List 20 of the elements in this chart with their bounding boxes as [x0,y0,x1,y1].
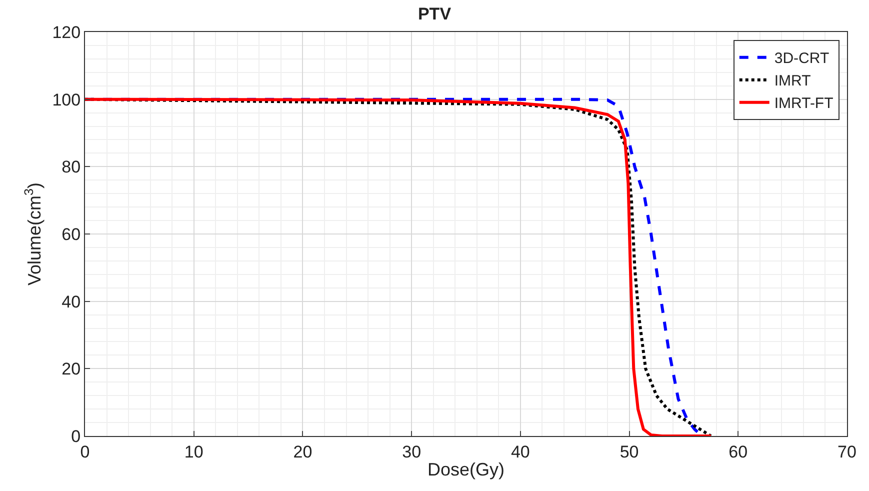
y-tick-label: 20 [62,360,81,379]
y-tick-label: 60 [62,224,81,244]
y-tick-label: 120 [52,22,81,42]
x-tick-label: 70 [838,442,856,462]
x-tick-label: 10 [184,442,204,462]
y-tick-label: 40 [62,292,81,312]
x-tick-label: 40 [510,442,530,462]
legend-label: 3D-CRT [774,50,830,68]
x-tick-label: 30 [402,442,422,462]
y-tick-label: 80 [62,158,81,177]
line-series [85,98,712,436]
legend-label: IMRT-FT [774,95,834,112]
y-tick-label: 0 [71,426,81,446]
x-tick-label: 50 [620,442,639,462]
y-tick-label: 100 [52,90,81,110]
x-tick-label: 20 [293,442,312,462]
chart-title: PTV [418,4,452,24]
legend-label: IMRT [774,72,811,90]
x-tick-label: 60 [728,442,748,462]
x-axis-title: Dose(Gy) [427,460,505,480]
